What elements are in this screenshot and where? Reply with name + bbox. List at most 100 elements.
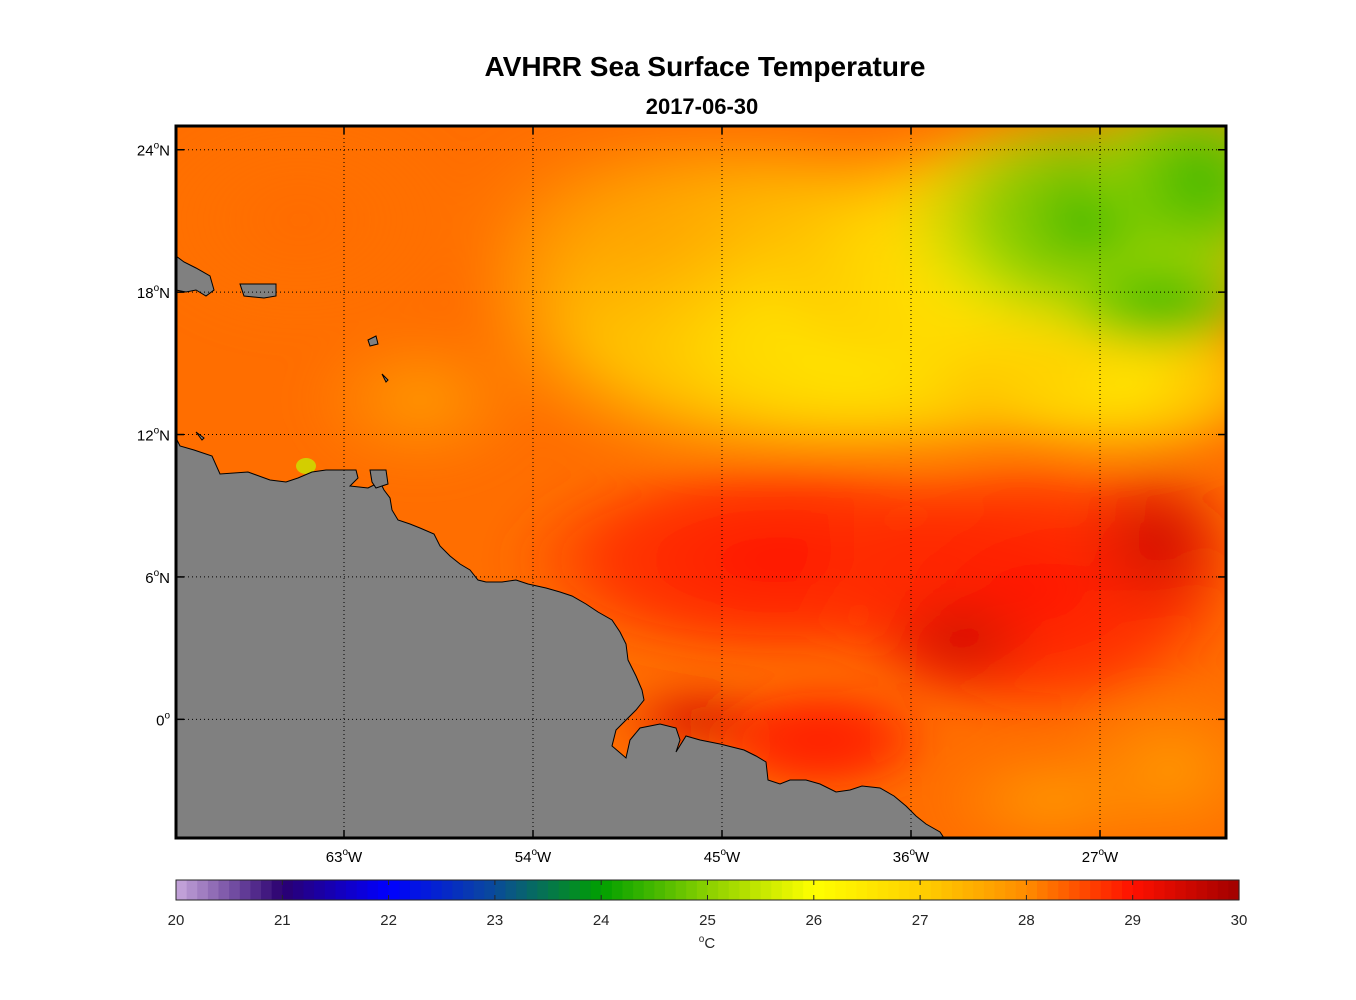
colorbar-step [558,880,570,900]
map-frame [174,124,1228,840]
lat-tick-degree: o [154,568,160,579]
colorbar-units-degree: o [699,934,705,945]
colorbar-step [346,880,358,900]
colorbar-tick-label: 28 [1018,912,1035,929]
colorbar-step [920,880,932,900]
colorbar-step [1058,880,1070,900]
colorbar-step [898,880,911,900]
colorbar-step [250,880,262,900]
colorbar-step [1026,880,1038,900]
lon-tick-label: 27oW [1082,847,1119,866]
island-trinidad [369,469,389,489]
colorbar-step [696,880,709,900]
colorbar-step [1196,880,1208,900]
colorbar-step [409,880,422,900]
lon-tick-degree: o [531,847,537,858]
colorbar-tick-label: 26 [805,912,822,929]
lon-tick-label: 54oW [515,847,552,866]
colorbar-step [622,880,634,900]
colorbar-step [452,880,464,900]
colorbar-step [473,880,485,900]
lat-tick-degree: o [164,710,170,721]
colorbar-tick-label: 23 [487,912,504,929]
colorbar-step [186,880,198,900]
colorbar-units-letter: C [704,935,715,952]
colorbar-step [835,880,847,900]
colorbar-step [420,880,432,900]
lat-tick-hemisphere: N [159,570,170,587]
colorbar-step [1100,880,1113,900]
colorbar-step [643,880,655,900]
lat-tick-degree: o [154,141,160,152]
colorbar-step [505,880,517,900]
colorbar-step [176,880,188,900]
colorbar-step [388,880,400,900]
longitude-ticks: 63oW 54oW 45oW 36oW 27oW [326,126,1119,866]
lon-tick-hemisphere: W [915,849,930,866]
colorbar-step [1068,880,1081,900]
colorbar-tick-label: 21 [274,912,291,929]
lon-tick-label: 36oW [893,847,930,866]
colorbar-step [314,880,326,900]
colorbar-step [229,880,241,900]
colorbar-step [261,880,273,900]
colorbar-step [292,880,305,900]
colorbar-step [526,880,539,900]
colorbar-step [962,880,974,900]
colorbar-step [399,880,411,900]
colorbar-step [1047,880,1059,900]
colorbar-step [1207,880,1219,900]
colorbar-step [356,880,368,900]
figure-subtitle: 2017-06-30 [646,94,759,119]
colorbar-step [750,880,762,900]
lon-tick-value: 45 [704,849,721,866]
colorbar-tick-label: 22 [380,912,397,929]
colorbar-step [941,880,953,900]
colorbar-step [1228,880,1240,900]
colorbar-step [548,880,560,900]
colorbar-step [1185,880,1198,900]
colorbar-step [664,880,677,900]
colorbar-step [675,880,687,900]
lat-tick-value: 6 [145,570,153,587]
colorbar-step [207,880,220,900]
island-martinique [381,373,389,383]
colorbar-step [760,880,772,900]
colorbar-step [218,880,230,900]
hispaniola [176,255,215,297]
colorbar-step [1175,880,1187,900]
colorbar-tick-label: 30 [1231,912,1248,929]
colorbar-step [877,880,889,900]
colorbar-step [1122,880,1134,900]
colorbar-step [845,880,857,900]
colorbar-step [1153,880,1166,900]
colorbar-step [271,880,283,900]
colorbar-step [1217,880,1229,900]
lat-tick-hemisphere: N [159,285,170,302]
island-guadeloupe [367,335,379,347]
colorbar-step [973,880,985,900]
colorbar-step [633,880,645,900]
colorbar-step [484,880,496,900]
lat-tick-degree: o [154,426,160,437]
colorbar-step [494,880,507,900]
colorbar-step [813,880,826,900]
colorbar-step [909,880,921,900]
colorbar-step [739,880,751,900]
figure-title: AVHRR Sea Surface Temperature [485,51,926,82]
colorbar-step [771,880,783,900]
colorbar-step [590,880,602,900]
colorbar-step [718,880,730,900]
colorbar-step [601,880,613,900]
colorbar-step [239,880,252,900]
lon-tick-value: 36 [893,849,910,866]
colorbar-step [197,880,209,900]
colorbar-tick-label: 27 [912,912,929,929]
lat-tick-label: 24oN [137,141,170,160]
colorbar-step [1079,880,1091,900]
colorbar-step [686,880,698,900]
colorbar-step [611,880,624,900]
colorbar-tick-label: 20 [168,912,185,929]
colorbar-step [1090,880,1102,900]
